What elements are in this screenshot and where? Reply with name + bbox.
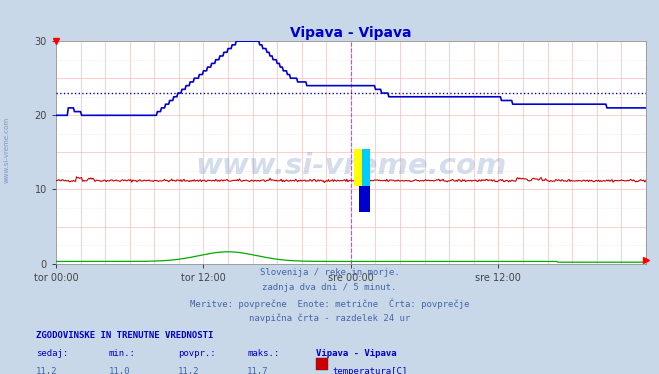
Bar [362, 149, 370, 186]
Text: navpična črta - razdelek 24 ur: navpična črta - razdelek 24 ur [249, 313, 410, 322]
Text: www.si-vreme.com: www.si-vreme.com [195, 152, 507, 180]
Text: Meritve: povprečne  Enote: metrične  Črta: povprečje: Meritve: povprečne Enote: metrične Črta:… [190, 298, 469, 309]
Bar [359, 186, 370, 212]
Text: www.si-vreme.com: www.si-vreme.com [3, 117, 10, 183]
Text: sedaj:: sedaj: [36, 349, 69, 358]
Text: 11,7: 11,7 [247, 367, 269, 374]
Text: 11,2: 11,2 [36, 367, 58, 374]
Text: povpr.:: povpr.: [178, 349, 215, 358]
Title: Vipava - Vipava: Vipava - Vipava [290, 26, 412, 40]
Text: 11,2: 11,2 [178, 367, 200, 374]
Text: temperatura[C]: temperatura[C] [332, 367, 407, 374]
Bar [354, 149, 362, 186]
Text: min.:: min.: [109, 349, 136, 358]
Text: ZGODOVINSKE IN TRENUTNE VREDNOSTI: ZGODOVINSKE IN TRENUTNE VREDNOSTI [36, 331, 214, 340]
Text: 11,0: 11,0 [109, 367, 130, 374]
Text: Slovenija / reke in morje.: Slovenija / reke in morje. [260, 268, 399, 277]
Text: Vipava - Vipava: Vipava - Vipava [316, 349, 397, 358]
Text: maks.:: maks.: [247, 349, 279, 358]
Text: zadnja dva dni / 5 minut.: zadnja dva dni / 5 minut. [262, 283, 397, 292]
